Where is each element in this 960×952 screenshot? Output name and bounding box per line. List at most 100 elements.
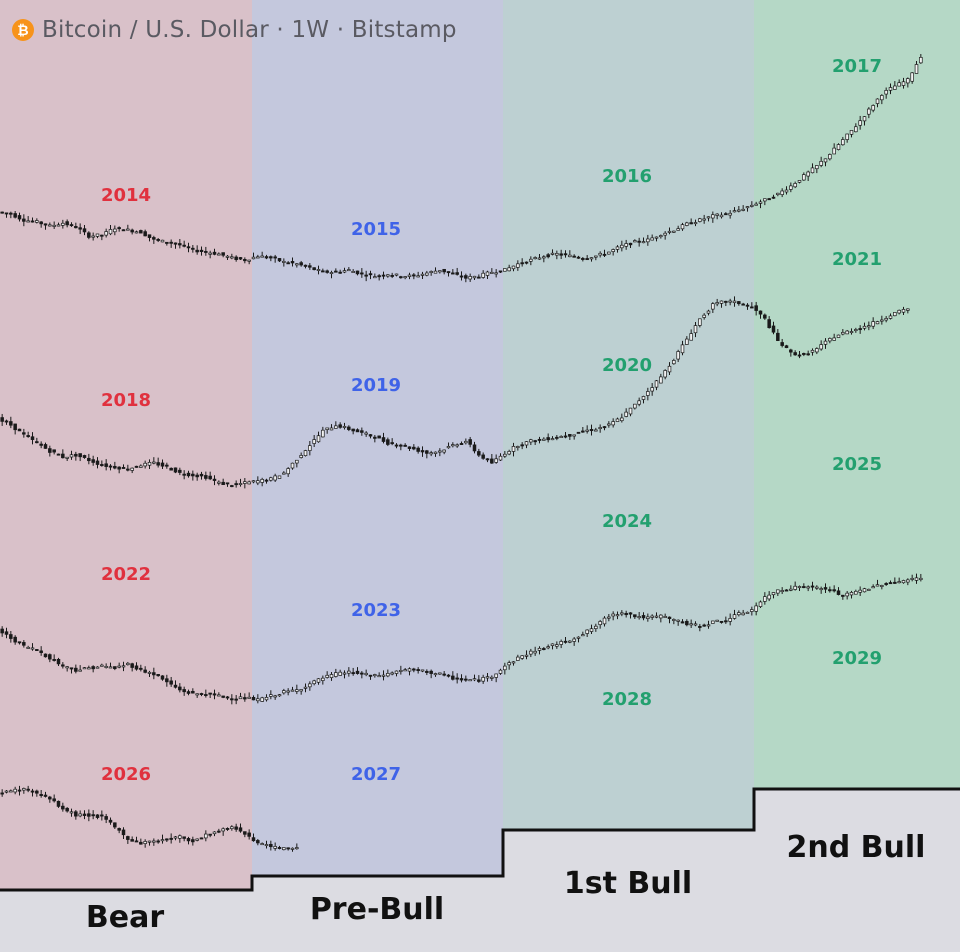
candle-body <box>22 788 26 791</box>
candle-body <box>130 229 134 233</box>
candle-body <box>572 638 576 642</box>
candle-body <box>498 270 503 273</box>
candle-body <box>52 224 56 227</box>
candle-body <box>633 614 637 618</box>
candle-body <box>351 672 355 675</box>
candle-body <box>78 669 82 672</box>
candle-body <box>802 586 806 589</box>
candle-body <box>529 650 533 655</box>
year-label-2018: 2018 <box>101 390 151 411</box>
candle-body <box>160 462 165 467</box>
candle-body <box>52 449 56 453</box>
candle-body <box>702 624 706 627</box>
candle-body <box>338 271 342 274</box>
candle-body <box>134 840 139 843</box>
candle-body <box>65 221 69 226</box>
year-label-2024: 2024 <box>602 511 652 532</box>
candle-body <box>152 237 156 240</box>
candle-body <box>61 222 65 226</box>
candle-body <box>256 840 260 844</box>
candle-body <box>875 98 880 104</box>
candle-body <box>589 628 594 632</box>
candle-body <box>758 201 763 204</box>
candle-body <box>901 81 906 86</box>
candle-body <box>147 840 152 843</box>
candle-body <box>546 254 550 258</box>
candle-body <box>394 670 399 674</box>
candle-body <box>234 483 238 486</box>
candle-body <box>663 370 667 378</box>
candle-body <box>576 636 581 639</box>
candle-body <box>43 653 48 658</box>
candle-body <box>598 427 602 429</box>
candle-body <box>247 832 251 837</box>
candle-body <box>282 260 286 263</box>
candle-body <box>56 453 61 456</box>
candle-body <box>87 813 91 817</box>
candle-body <box>139 841 143 845</box>
candle-body <box>221 828 225 832</box>
candle-body <box>260 255 264 258</box>
candle-body <box>321 429 325 438</box>
candle-body <box>533 650 537 654</box>
candle-body <box>130 467 134 471</box>
candle-body <box>494 272 498 275</box>
candle-body <box>290 462 295 469</box>
candle-body <box>550 643 555 646</box>
phase-band-bull1 <box>503 0 754 830</box>
candle-body <box>542 438 546 441</box>
candle-body <box>667 616 672 620</box>
phase-label-prebull: Pre-Bull <box>309 892 445 927</box>
candle-body <box>13 788 17 793</box>
candle-body <box>147 671 152 674</box>
candle-body <box>0 211 4 214</box>
candle-body <box>555 644 559 647</box>
candle-body <box>139 667 143 670</box>
candle-body <box>819 588 823 591</box>
candle-body <box>780 590 784 593</box>
candle-body <box>364 672 368 676</box>
candle-body <box>230 698 234 701</box>
candle-body <box>464 275 468 279</box>
candle-body <box>871 586 875 589</box>
candle-body <box>724 620 728 623</box>
candle-body <box>78 453 82 458</box>
candle-body <box>628 612 633 615</box>
candle-body <box>507 662 511 666</box>
candle-body <box>858 328 862 331</box>
candle-body <box>195 693 199 696</box>
candle-body <box>810 167 815 174</box>
candle-body <box>17 641 22 644</box>
candle-body <box>711 620 715 624</box>
candle-body <box>30 436 35 440</box>
candle-body <box>542 256 546 259</box>
candle-body <box>576 431 581 434</box>
candle-body <box>433 451 438 454</box>
candle-body <box>156 674 160 677</box>
candle-body <box>776 332 780 341</box>
candle-body <box>360 672 364 675</box>
candle-body <box>897 309 901 314</box>
candle-body <box>893 85 897 90</box>
candle-body <box>524 441 529 446</box>
candle-body <box>680 224 685 230</box>
candle-body <box>65 456 69 459</box>
candle-body <box>347 670 351 674</box>
candle-body <box>754 203 758 206</box>
candle-body <box>329 427 334 431</box>
candle-body <box>810 585 815 588</box>
candle-body <box>100 664 104 667</box>
candle-body <box>130 663 134 668</box>
candle-body <box>403 444 407 447</box>
candle-body <box>875 584 880 587</box>
candle-body <box>208 833 212 836</box>
candle-body <box>464 678 468 681</box>
candle-body <box>602 617 607 625</box>
candle-body <box>191 247 195 250</box>
candle-body <box>243 259 247 262</box>
candle-body <box>724 300 728 303</box>
candle-body <box>633 403 637 409</box>
candle-body <box>429 452 433 455</box>
candle-body <box>485 271 490 276</box>
candle-body <box>48 796 52 800</box>
